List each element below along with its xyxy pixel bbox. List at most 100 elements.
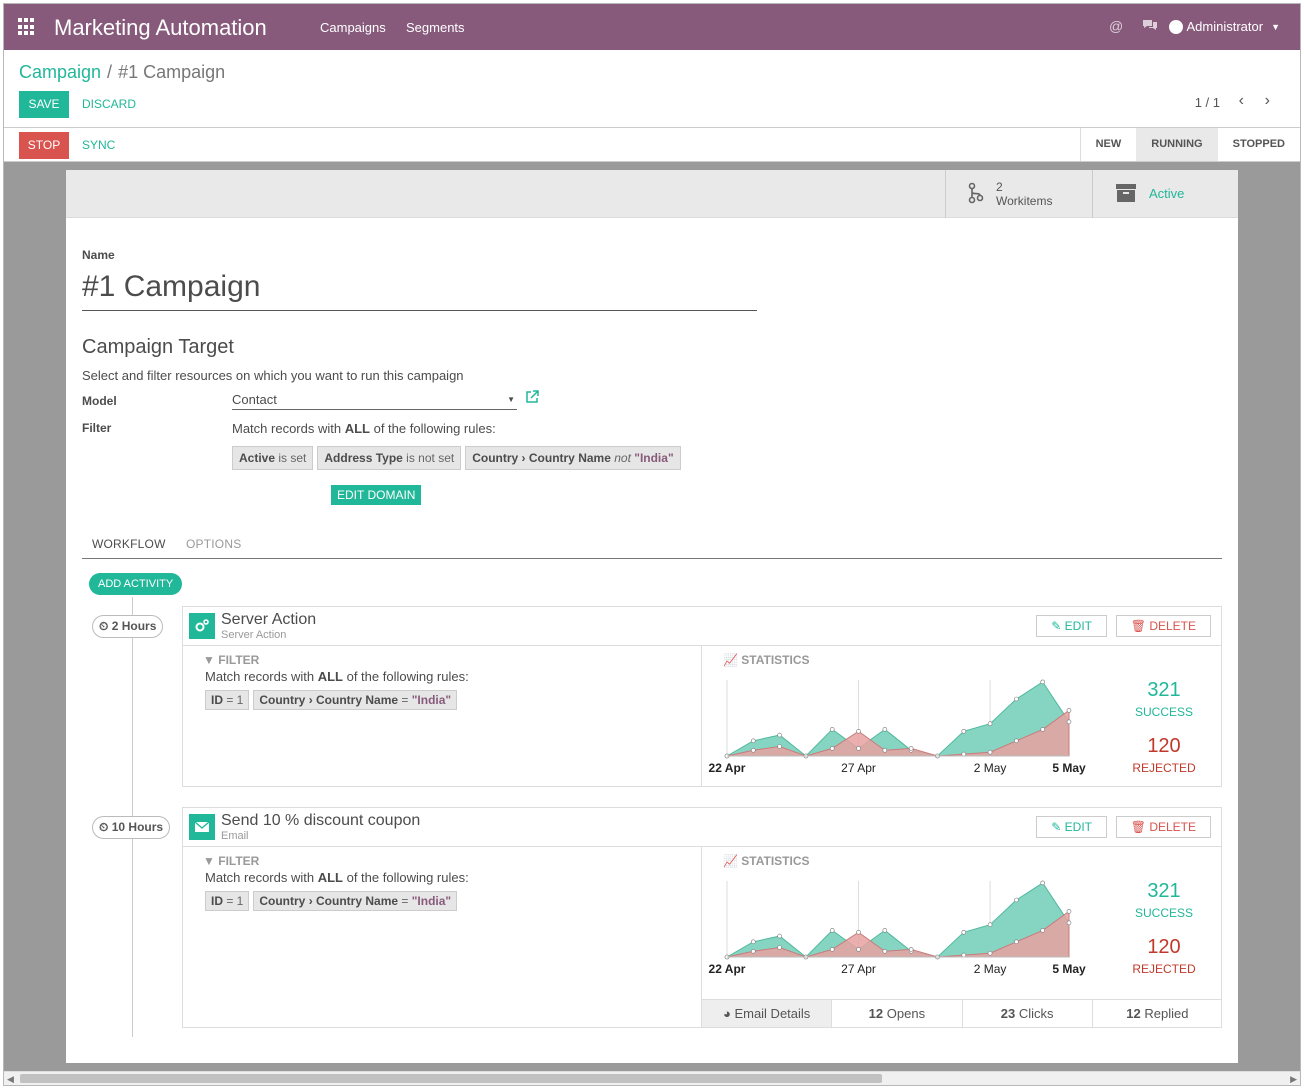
email-details-button[interactable]: ◕ Email Details: [702, 1000, 832, 1027]
workitems-button[interactable]: 2 Workitems: [945, 170, 1092, 218]
active-toggle-button[interactable]: Active: [1092, 170, 1238, 218]
chart-point: [751, 738, 756, 744]
rule-field: ID: [211, 693, 223, 707]
activity-delay-badge: ⏲ 10 Hours: [92, 816, 171, 839]
smart-button-box: 2 Workitems Active: [66, 170, 1238, 218]
workflow-icon: [968, 182, 984, 207]
chat-icon[interactable]: [1142, 18, 1158, 35]
user-menu[interactable]: Administrator ▼: [1168, 19, 1280, 34]
chart-series-rejected: [726, 910, 1070, 958]
top-navbar: Marketing Automation Campaigns Segments …: [4, 4, 1300, 50]
filter-title: FILTER: [218, 854, 260, 868]
rule-field: ID: [211, 894, 223, 908]
breadcrumb-current: #1 Campaign: [118, 62, 226, 82]
breadcrumb-parent[interactable]: Campaign: [19, 62, 102, 82]
filter-desc-bold: ALL: [344, 421, 370, 436]
clicks-stat[interactable]: 23 Clicks: [961, 1000, 1092, 1027]
chart-point: [987, 721, 993, 727]
campaign-name-input[interactable]: #1 Campaign: [82, 270, 757, 311]
stop-button[interactable]: STOP: [19, 132, 69, 159]
active-label: Active: [1149, 186, 1185, 201]
filter-text-pre: Match records with: [205, 669, 318, 684]
domain-rule: Country › Country Name = "India": [253, 690, 458, 710]
chart-point: [777, 732, 782, 738]
chart-icon: 📈: [723, 653, 738, 667]
chart-point: [1040, 880, 1045, 886]
apps-menu-icon[interactable]: [18, 18, 36, 36]
domain-rule: Country › Country Name not "India": [465, 446, 681, 470]
replied-stat[interactable]: 12 Replied: [1091, 1000, 1222, 1027]
model-label: Model: [82, 394, 117, 408]
chart-point: [882, 928, 888, 933]
discard-button[interactable]: DISCARD: [82, 97, 137, 111]
activity-chart: 22 Apr 27 Apr 2 May 5 May: [709, 880, 1086, 976]
stage-new[interactable]: NEW: [1095, 138, 1122, 150]
edit-activity-button[interactable]: ✎ EDIT: [1036, 615, 1107, 637]
sync-button[interactable]: SYNC: [82, 138, 116, 152]
opens-stat[interactable]: 12 Opens: [831, 1000, 961, 1027]
rejected-count: 120: [1147, 936, 1181, 958]
workitems-count: 2: [996, 180, 1003, 194]
chart-point: [908, 947, 914, 952]
chart-point: [1040, 727, 1045, 732]
clock-icon: ⏲: [99, 619, 109, 633]
chart-point: [829, 928, 835, 933]
rule-field: Active: [239, 451, 276, 465]
chart-point: [751, 939, 756, 945]
tab-options[interactable]: OPTIONS: [186, 537, 242, 551]
scroll-left-icon[interactable]: ◀: [7, 1074, 14, 1084]
delete-activity-button[interactable]: 🗑 DELETE: [1115, 615, 1211, 637]
chart-point: [882, 727, 888, 732]
delete-activity-button[interactable]: 🗑 DELETE: [1115, 816, 1211, 838]
stage-stopped[interactable]: STOPPED: [1232, 138, 1285, 150]
pie-chart-icon: ◕: [722, 1006, 731, 1021]
pager-next-icon[interactable]: ›: [1264, 92, 1270, 109]
save-button[interactable]: SAVE: [19, 91, 69, 118]
filter-text-post: of the following rules:: [342, 669, 469, 684]
edit-domain-button[interactable]: EDIT DOMAIN: [331, 485, 422, 505]
chart-tick-label: 22 Apr: [709, 761, 746, 775]
model-value: Contact: [232, 392, 277, 407]
horizontal-scrollbar[interactable]: ◀ ▶: [4, 1071, 1300, 1085]
activity-card: Server Action Server Action ✎ EDIT 🗑 DEL…: [182, 606, 1222, 787]
breadcrumb-separator: /: [107, 62, 113, 82]
filter-section-title: ▼ FILTER: [203, 854, 259, 868]
activity-header: Send 10 % discount coupon Email ✎ EDIT 🗑…: [183, 808, 1221, 847]
model-select[interactable]: Contact ▼: [232, 392, 517, 410]
statistics-section-title: 📈 STATISTICS: [723, 854, 810, 868]
pager-previous-icon[interactable]: ‹: [1238, 92, 1244, 109]
edit-icon: ✎: [1051, 619, 1062, 633]
stage-running[interactable]: RUNNING: [1136, 128, 1218, 161]
edit-label: EDIT: [1064, 619, 1092, 633]
dropdown-arrow-icon: ▼: [507, 395, 515, 404]
domain-rule: ID = 1: [205, 891, 250, 911]
external-link-icon[interactable]: [525, 390, 539, 407]
chart-tick-label: 22 Apr: [709, 962, 746, 976]
rule-operator: = 1: [223, 693, 244, 707]
email-stats-bar: ◕ Email Details 12 Opens 23 Clicks 12 Re…: [702, 999, 1222, 1027]
filter-text-bold: ALL: [317, 669, 343, 684]
rule-operator: =: [398, 894, 412, 908]
delete-label: DELETE: [1149, 820, 1196, 834]
scroll-right-icon[interactable]: ▶: [1290, 1074, 1297, 1084]
app-title: Marketing Automation: [54, 15, 267, 40]
chart-tick-label: 27 Apr: [841, 962, 876, 976]
rejected-label: REJECTED: [1132, 761, 1196, 775]
statistics-section-title: 📈 STATISTICS: [723, 653, 810, 667]
menu-campaigns[interactable]: Campaigns: [320, 20, 386, 35]
domain-rule: Active is set: [232, 446, 314, 470]
menu-segments[interactable]: Segments: [406, 20, 465, 35]
mention-icon[interactable]: @: [1109, 18, 1124, 34]
replied-count: 12: [1126, 1006, 1141, 1021]
edit-activity-button[interactable]: ✎ EDIT: [1036, 816, 1107, 838]
success-label: SUCCESS: [1134, 906, 1193, 920]
chart-point: [1066, 719, 1072, 725]
add-activity-button[interactable]: ADD ACTIVITY: [89, 573, 183, 595]
scrollbar-thumb[interactable]: [20, 1074, 882, 1083]
tab-workflow[interactable]: WORKFLOW: [92, 537, 166, 551]
clock-icon: ⏲: [99, 820, 109, 834]
filter-desc-post: of the following rules:: [369, 421, 496, 436]
user-name: Administrator: [1186, 19, 1264, 34]
activity-domain-rules: ID = 1 Country › Country Name = "India": [205, 891, 458, 911]
server-action-icon: [189, 613, 215, 639]
